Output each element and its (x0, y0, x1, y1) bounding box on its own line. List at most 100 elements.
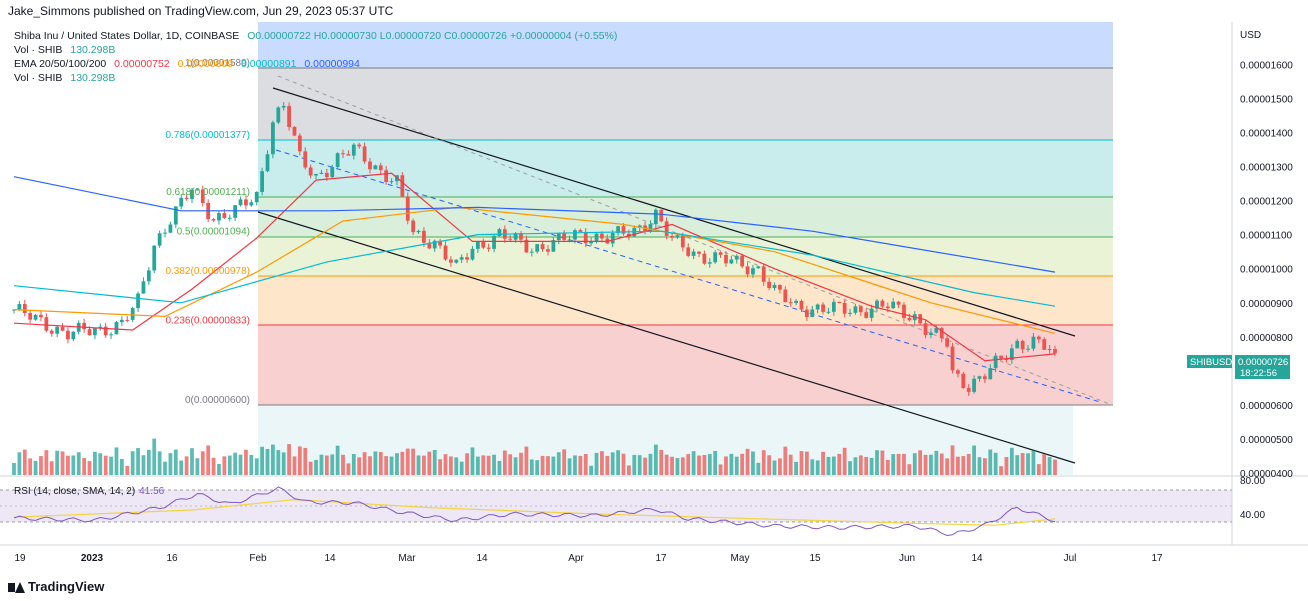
candle-body (567, 239, 572, 241)
volume-bar (200, 451, 205, 475)
volume-bar (351, 454, 356, 475)
volume-bar (465, 453, 469, 475)
candle-body (233, 205, 238, 218)
candle-body (788, 302, 793, 304)
candle-body (977, 376, 982, 379)
ema20-line (13, 172, 1056, 362)
volume-bar (513, 457, 518, 475)
volume-bar (60, 451, 65, 475)
candle-body (351, 144, 356, 156)
volume-bar (449, 456, 453, 475)
rsi-line (13, 486, 1056, 537)
time-tick: May (731, 553, 750, 564)
volume-bar (508, 454, 513, 475)
tradingview-logo[interactable]: TradingView (8, 579, 104, 594)
candle-body (966, 388, 971, 392)
price-tick: 0.00000600 (1240, 401, 1293, 412)
fib-band-382 (258, 237, 1113, 276)
candle-body (891, 301, 896, 309)
volume-bar (648, 453, 653, 475)
volume-bar (141, 455, 146, 475)
candle-body (492, 235, 496, 249)
volume-bar (864, 456, 869, 475)
candle-body (33, 314, 38, 320)
last-price-text: 0.00000726 (1238, 357, 1288, 368)
volume-bar (567, 458, 572, 475)
volume-bar (880, 450, 885, 475)
candle-body (562, 233, 567, 240)
legend-ema-row[interactable]: EMA 20/50/100/200 0.00000752 0.00000809 … (14, 58, 360, 70)
volume-bar (49, 461, 54, 475)
volume-bar (848, 461, 852, 475)
legend-title-row: Shiba Inu / United States Dollar, 1D, CO… (14, 30, 617, 42)
fib-label: 0(0.00000600) (185, 395, 250, 406)
volume-bar (664, 454, 669, 475)
candle-body (578, 230, 583, 232)
volume-bar (422, 455, 426, 475)
volume-bar (303, 447, 308, 475)
candle-body (22, 304, 27, 314)
candle-body (675, 235, 680, 238)
legend-vol-value: 130.298B (70, 44, 116, 56)
volume-bar (76, 452, 81, 475)
volume-bar (767, 455, 772, 475)
legend-vol2-row[interactable]: Vol · SHIB 130.298B (14, 72, 115, 84)
volume-bar (1042, 454, 1047, 475)
price-axis-unit: USD (1240, 30, 1261, 41)
footer-brand: TradingView (28, 579, 105, 594)
volume-bar (950, 445, 955, 475)
channel-dashed-grey[interactable] (277, 75, 1113, 406)
candle-body (680, 235, 685, 248)
candle-body (691, 251, 696, 256)
candle-body (637, 225, 642, 228)
candle-body (686, 247, 691, 256)
volume-bar (163, 461, 167, 475)
candle-body (853, 306, 858, 313)
candle-body (60, 326, 65, 331)
volume-bar (869, 457, 874, 475)
price-axis: 0.00001600 0.00001500 0.00001400 0.00001300… (1240, 60, 1293, 480)
candle-body (767, 281, 772, 289)
candle-body (17, 304, 22, 310)
legend-ohlc: O0.00000722 H0.00000730 L0.00000720 C0.0… (247, 30, 618, 42)
candle-body (330, 167, 335, 178)
volume-bar (416, 455, 421, 475)
volume-bar (66, 455, 70, 475)
candle-body (373, 165, 378, 170)
volume-bar (125, 465, 130, 475)
channel-lower-line[interactable] (257, 211, 1076, 464)
price-tick: 0.00000500 (1240, 435, 1293, 446)
candle-body (260, 171, 265, 192)
volume-bar (114, 447, 119, 475)
candle-body (179, 197, 184, 207)
price-tick: 0.00000900 (1240, 299, 1293, 310)
volume-bar (966, 453, 971, 475)
fib-band-236 (258, 276, 1113, 325)
candle-body (335, 153, 340, 168)
legend-title: Shiba Inu / United States Dollar, 1D, CO… (14, 30, 240, 42)
candle-body (988, 368, 993, 380)
volume-bar (459, 461, 464, 475)
candle-body (972, 378, 976, 392)
candle-body (195, 189, 200, 191)
volume-bar (929, 454, 933, 475)
volume-bar (826, 456, 831, 475)
legend-vol-row[interactable]: Vol · SHIB 130.298B (14, 44, 115, 56)
candle-body (664, 221, 669, 236)
volume-bar (686, 454, 691, 475)
volume-bar (443, 454, 448, 475)
candle-body (551, 240, 556, 252)
candle-body (432, 240, 437, 249)
candle-body (713, 252, 718, 263)
time-axis: 19 2023 16 Feb 14 Mar 14 Apr 17 May 15 Jun 14 Jul 17 (14, 553, 1163, 564)
volume-bar (481, 455, 486, 475)
channel-upper-line[interactable] (272, 87, 1076, 337)
volume-bar (724, 456, 728, 475)
price-tick: 0.00000400 (1240, 469, 1293, 480)
fib-label: 1(0.00001589) (185, 58, 250, 69)
volume-bar (157, 451, 162, 475)
candle-body (956, 370, 960, 374)
rsi-label: RSI (14, close, SMA, 14, 2) 41.56 (14, 486, 165, 497)
volume-bar (632, 454, 637, 475)
